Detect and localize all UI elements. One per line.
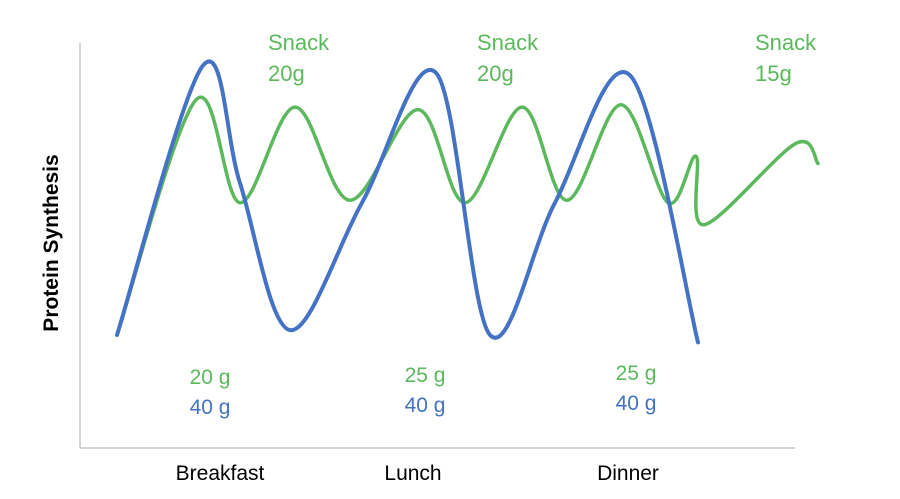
- snack-annotation-amount: 20g: [477, 61, 514, 86]
- snack-annotation-amount: 20g: [268, 61, 305, 86]
- snack-annotation-title: Snack: [477, 30, 539, 55]
- meal-annotation-green: 25 g: [405, 364, 446, 387]
- meal-annotation-blue: 40 g: [616, 392, 657, 415]
- y-axis-label: Protein Synthesis: [40, 154, 63, 331]
- snack-annotation-title: Snack: [268, 30, 330, 55]
- meal-annotation-blue: 40 g: [190, 396, 231, 419]
- meal-annotation-blue: 40 g: [405, 394, 446, 417]
- meal-annotation-green: 25 g: [616, 362, 657, 385]
- series-line-blue: [115, 59, 700, 345]
- x-tick-label-breakfast: Breakfast: [176, 462, 265, 485]
- meal-annotation-green: 20 g: [190, 366, 231, 389]
- x-tick-label-lunch: Lunch: [384, 462, 441, 485]
- snack-annotation-amount: 15g: [755, 61, 792, 86]
- x-tick-label-dinner: Dinner: [597, 462, 659, 485]
- snack-annotation-title: Snack: [755, 30, 817, 55]
- series-line-green: [115, 95, 820, 337]
